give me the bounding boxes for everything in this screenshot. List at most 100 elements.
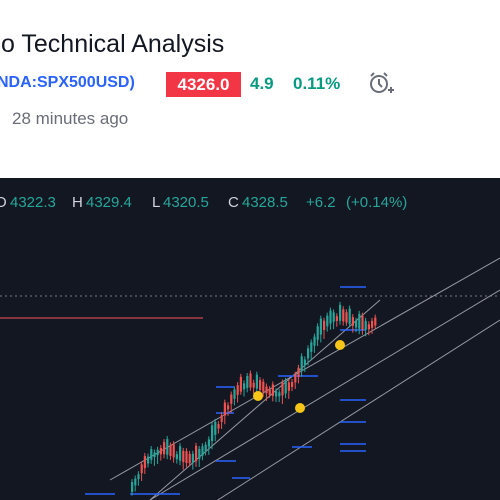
- channel-line: [149, 289, 500, 500]
- candle-body: [211, 425, 214, 441]
- price-change-percent: 0.11%: [293, 74, 341, 93]
- candle-body: [233, 389, 236, 399]
- candle-body: [316, 326, 319, 340]
- candle-body: [214, 421, 217, 435]
- candle-body: [249, 373, 252, 388]
- candle-body: [207, 439, 210, 447]
- candle-body: [348, 308, 351, 325]
- candle-body: [156, 449, 159, 456]
- candle-body: [150, 449, 153, 460]
- channel-line: [149, 299, 381, 500]
- candle-body: [374, 317, 377, 326]
- candle-body: [198, 449, 201, 459]
- candle-body: [335, 316, 338, 321]
- candle-body: [313, 336, 316, 346]
- candle-body: [191, 453, 194, 463]
- candle-body: [355, 320, 358, 328]
- candle-body: [147, 456, 150, 464]
- candle-body: [140, 464, 143, 474]
- candle-body: [342, 309, 345, 322]
- candle-body: [185, 451, 188, 463]
- pivot-dot: [335, 340, 345, 350]
- candle-body: [345, 312, 348, 323]
- candle-body: [175, 454, 178, 460]
- candle-body: [166, 438, 169, 455]
- candle-body: [131, 482, 134, 492]
- candle-body: [143, 456, 146, 468]
- candle-body: [287, 382, 290, 391]
- candle-body: [332, 312, 335, 322]
- candle-body: [284, 380, 287, 394]
- idea-title: o Technical Analysis: [1, 30, 225, 58]
- candle-body: [297, 367, 300, 378]
- candle-body: [252, 382, 255, 388]
- open-value: 4322.3: [10, 194, 56, 211]
- candle-body: [137, 474, 140, 480]
- candle-body: [329, 310, 332, 324]
- candle-body: [361, 315, 364, 330]
- candle-body: [255, 374, 258, 389]
- change-value: +6.2: [306, 194, 336, 211]
- candle-body: [201, 446, 204, 456]
- pivot-dot: [253, 391, 263, 401]
- symbol-link[interactable]: NDA:SPX500USD): [0, 74, 135, 91]
- close-label: C: [228, 194, 239, 211]
- candle-body: [195, 445, 198, 462]
- candle-body: [259, 380, 262, 391]
- candle-body: [326, 315, 329, 327]
- candle-body: [281, 382, 284, 396]
- price-change: 4.9: [250, 74, 274, 93]
- chart-pane: [0, 178, 500, 500]
- published-time: 28 minutes ago: [12, 109, 129, 128]
- open-label: O: [0, 194, 7, 211]
- candle-body: [303, 359, 306, 365]
- candle-body: [291, 382, 294, 387]
- low-value: 4320.5: [163, 194, 209, 211]
- alert-icon[interactable]: [367, 70, 395, 98]
- candle-body: [188, 453, 191, 464]
- price-badge: 4326.0: [166, 72, 241, 97]
- channel-line: [216, 319, 500, 500]
- candle-body: [227, 405, 230, 410]
- candle-body: [243, 383, 246, 390]
- candle-body: [163, 442, 166, 455]
- candle-body: [179, 446, 182, 461]
- candle-body: [182, 450, 185, 463]
- close-value: 4328.5: [242, 194, 288, 211]
- candle-body: [159, 448, 162, 455]
- candle-body: [223, 402, 226, 416]
- candle-body: [351, 317, 354, 326]
- candle-body: [217, 424, 220, 429]
- candle-body: [339, 304, 342, 321]
- high-label: H: [72, 194, 83, 211]
- candle-body: [323, 320, 326, 330]
- candle-body: [220, 415, 223, 422]
- candle-body: [134, 478, 137, 486]
- candle-body: [364, 320, 367, 330]
- candle-body: [246, 376, 249, 388]
- candle-body: [271, 384, 274, 396]
- candle-body: [236, 385, 239, 395]
- low-label: L: [152, 194, 161, 211]
- candle-body: [265, 386, 268, 394]
- candle-body: [275, 391, 278, 397]
- chart-drawing: [0, 257, 500, 500]
- high-value: 4329.4: [86, 194, 132, 211]
- candle-body: [204, 444, 207, 452]
- candle-body: [172, 444, 175, 458]
- candle-body: [300, 356, 303, 372]
- candle-body: [153, 452, 156, 458]
- candle-body: [319, 318, 322, 335]
- candle-body: [358, 313, 361, 329]
- pivot-dot: [295, 403, 305, 413]
- candle-body: [268, 389, 271, 395]
- candle-body: [278, 392, 281, 397]
- candle-body: [307, 348, 310, 359]
- candle-body: [294, 374, 297, 383]
- change-percent-value: (+0.14%): [346, 194, 408, 211]
- candle-body: [367, 324, 370, 330]
- candle-body: [262, 381, 265, 392]
- candle-body: [239, 376, 242, 392]
- candle-body: [371, 320, 374, 328]
